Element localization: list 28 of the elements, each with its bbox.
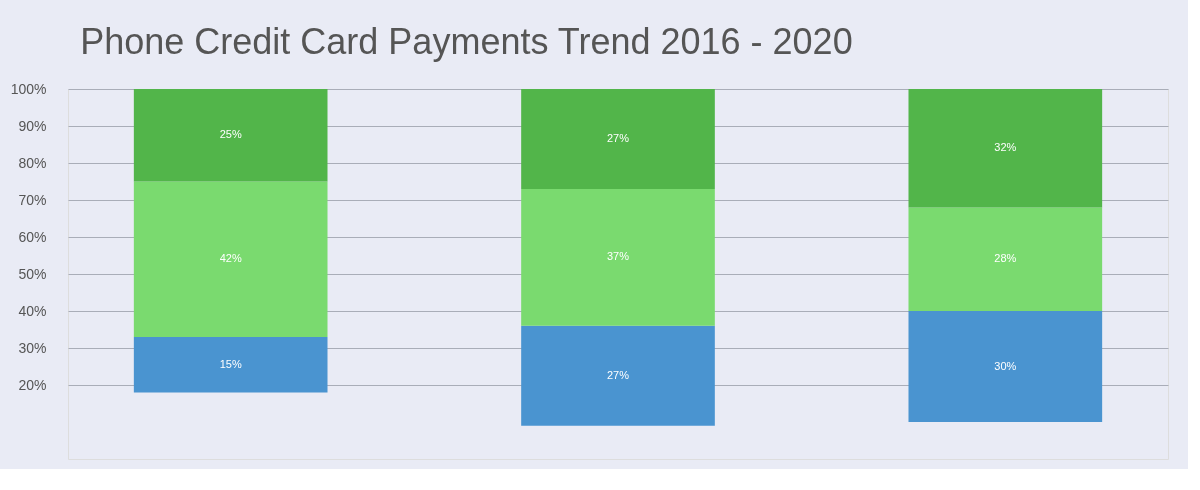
y-tick-label: 90% bbox=[18, 117, 47, 134]
bar bbox=[133, 336, 328, 393]
data-label: 37% bbox=[606, 250, 630, 263]
bar bbox=[521, 325, 715, 426]
y-tick-label: 50% bbox=[18, 265, 47, 282]
bar bbox=[521, 89, 715, 189]
bar bbox=[133, 89, 328, 182]
data-label: 42% bbox=[219, 252, 242, 265]
bar bbox=[908, 207, 1103, 311]
data-label: 25% bbox=[219, 128, 242, 141]
data-label: 28% bbox=[994, 252, 1017, 265]
y-tick-label: 80% bbox=[18, 154, 47, 171]
y-tick-label: 60% bbox=[18, 228, 47, 245]
data-label: 27% bbox=[606, 131, 630, 144]
y-tick-label: 100% bbox=[10, 80, 47, 97]
bar bbox=[908, 89, 1103, 208]
y-tick-label: 70% bbox=[18, 191, 47, 208]
bar bbox=[133, 181, 328, 337]
y-tick-label: 30% bbox=[18, 339, 47, 356]
bar bbox=[908, 311, 1103, 422]
data-label: 27% bbox=[606, 368, 630, 381]
chart-title: Phone Credit Card Payments Trend 2016 - 2020 bbox=[80, 21, 853, 62]
data-label: 15% bbox=[219, 357, 242, 370]
data-label: 32% bbox=[994, 141, 1017, 154]
bar bbox=[521, 188, 715, 326]
data-label: 30% bbox=[994, 359, 1017, 372]
y-tick-label: 40% bbox=[18, 302, 47, 319]
y-tick-label: 20% bbox=[18, 376, 47, 393]
